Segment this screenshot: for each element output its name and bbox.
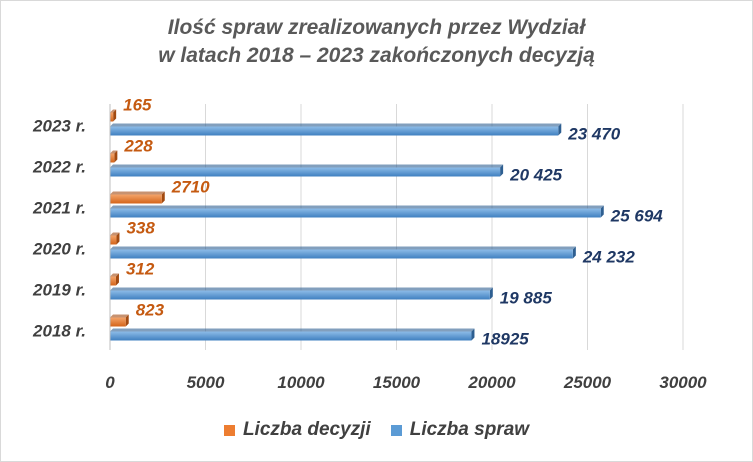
bar-spraw-top [110, 287, 493, 291]
bar-spraw-side [489, 287, 493, 300]
bar-decyzji-side [116, 232, 120, 245]
legend-label-decyzji: Liczba decyzji [242, 419, 371, 440]
chart-title-line-1: Ilość spraw zrealizowanych przez Wydział [167, 16, 586, 39]
x-tick-label: 10000 [277, 373, 325, 392]
bar-decyzji [110, 194, 162, 204]
bar-decyzji-top [110, 314, 129, 318]
data-label-decyzji: 823 [136, 301, 165, 320]
x-tick-label: 30000 [659, 373, 707, 392]
legend-item-spraw: Liczba spraw [390, 419, 530, 441]
y-category-label: 2020 r. [32, 240, 86, 259]
y-category-label: 2019 r. [32, 281, 86, 300]
y-category-label: 2023 r. [32, 117, 86, 136]
bar-spraw-top [110, 205, 604, 209]
data-label-decyzji: 338 [126, 219, 155, 238]
bar-spraw-top [110, 246, 576, 250]
bar-spraw-top [110, 328, 475, 332]
bar-spraw-side [500, 164, 504, 177]
data-label-spraw: 25 694 [610, 207, 664, 226]
chart-title-line-2: w latach 2018 – 2023 zakończonych decyzj… [158, 44, 595, 67]
bar-decyzji [110, 153, 115, 163]
bar-decyzji-side [161, 191, 165, 204]
data-label-spraw: 23 470 [567, 125, 621, 144]
bar-spraw-side [600, 205, 604, 218]
bar-decyzji [110, 317, 126, 327]
bar-decyzji-side [125, 314, 129, 327]
bar-decyzji [110, 276, 116, 286]
bar-spraw [110, 249, 573, 259]
x-tick-label: 0 [105, 373, 115, 392]
x-tick-label: 25000 [563, 373, 612, 392]
data-label-decyzji: 2710 [171, 178, 210, 197]
legend-label-spraw: Liczba spraw [409, 419, 530, 440]
legend-swatch-decyzji [223, 424, 235, 436]
chart-title: Ilość spraw zrealizowanych przez Wydział… [0, 14, 753, 70]
bar-decyzji-side [113, 109, 117, 122]
legend: Liczba decyzji Liczba spraw [0, 419, 753, 441]
bar-decyzji-side [114, 150, 118, 163]
bar-decyzji-top [110, 232, 120, 236]
data-label-spraw: 18925 [481, 330, 529, 349]
x-tick-label: 15000 [373, 373, 421, 392]
data-label-decyzji: 312 [126, 260, 155, 279]
x-tick-label: 20000 [467, 373, 516, 392]
bar-decyzji-top [110, 150, 118, 154]
bar-spraw-top [110, 164, 504, 168]
y-category-label: 2021 r. [32, 199, 86, 218]
bar-decyzji-top [110, 109, 117, 113]
data-label-decyzji: 165 [123, 96, 152, 115]
bar-decyzji-top [110, 191, 165, 195]
y-category-label: 2018 r. [32, 322, 86, 341]
y-category-label: 2022 r. [32, 158, 86, 177]
bar-decyzji-side [115, 273, 119, 286]
legend-swatch-spraw [390, 424, 402, 436]
bar-spraw [110, 126, 559, 136]
bar-spraw-top [110, 123, 562, 127]
bar-spraw [110, 208, 601, 218]
bar-decyzji [110, 235, 117, 245]
x-tick-label: 5000 [187, 373, 225, 392]
data-label-spraw: 24 232 [582, 248, 636, 267]
legend-item-decyzji: Liczba decyzji [223, 419, 371, 441]
bar-spraw-side [471, 328, 475, 341]
data-label-spraw: 19 885 [500, 289, 553, 308]
bar-decyzji [110, 112, 114, 122]
bar-decyzji-top [110, 273, 119, 277]
data-label-decyzji: 228 [123, 137, 153, 156]
bar-spraw [110, 167, 501, 177]
bar-spraw [110, 290, 490, 300]
bar-spraw-side [572, 246, 576, 259]
bar-spraw-side [558, 123, 562, 136]
data-label-spraw: 20 425 [509, 166, 563, 185]
bar-spraw [110, 331, 472, 341]
